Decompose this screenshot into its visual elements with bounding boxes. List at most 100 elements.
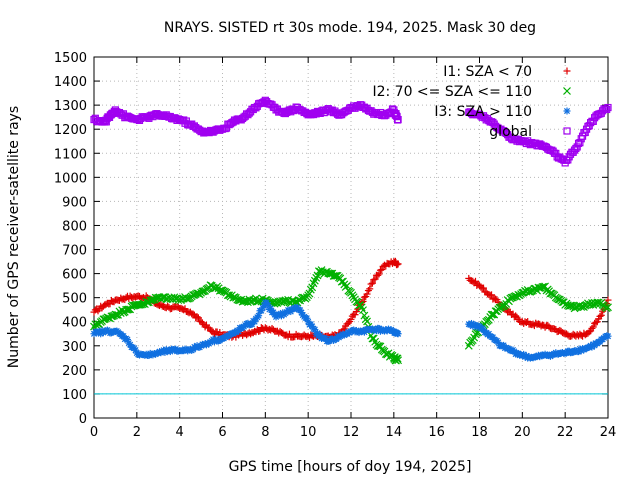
y-tick-label: 1500 <box>54 51 87 66</box>
data-point-interp <box>364 287 372 295</box>
chart-title: NRAYS. SISTED rt 30s mode. 194, 2025. Ma… <box>164 20 536 36</box>
legend-label: I3: SZA > 110 <box>434 104 532 120</box>
x-tick-label: 22 <box>557 425 574 440</box>
data-point-interp <box>599 307 607 315</box>
y-tick-label: 1400 <box>54 75 87 90</box>
x-tick-label: 6 <box>218 425 226 440</box>
y-tick-label: 100 <box>62 388 87 403</box>
legend-marker <box>563 67 571 75</box>
data-point-interp <box>193 313 201 321</box>
series-2 <box>90 266 612 365</box>
data-point-interp <box>306 285 315 294</box>
x-tick-label: 20 <box>514 425 531 440</box>
data-point-interp <box>589 323 597 331</box>
y-tick-label: 1300 <box>54 99 87 114</box>
y-tick-label: 500 <box>62 292 87 307</box>
data-point-interp <box>603 105 611 114</box>
data-point <box>394 356 403 365</box>
series-layer <box>90 96 612 365</box>
legend-marker <box>563 87 571 95</box>
y-tick-label: 0 <box>79 412 87 427</box>
data-point-interp <box>367 280 375 288</box>
data-point-interp <box>366 285 374 293</box>
data-point-interp <box>393 354 402 363</box>
x-tick-label: 10 <box>300 425 317 440</box>
data-point <box>394 260 402 268</box>
data-point <box>368 279 376 287</box>
y-tick-label: 700 <box>62 244 87 259</box>
data-point-interp <box>340 325 348 333</box>
data-point-interp <box>359 297 367 305</box>
data-point-interp <box>217 286 226 295</box>
data-point-interp <box>312 273 321 282</box>
x-tick-label: 4 <box>176 425 184 440</box>
data-point-interp <box>344 319 352 327</box>
data-point <box>325 269 334 278</box>
data-point-interp <box>592 318 600 326</box>
x-tick-label: 14 <box>386 425 403 440</box>
legend-label: I1: SZA < 70 <box>443 64 532 80</box>
x-tick-label: 2 <box>133 425 141 440</box>
data-point-interp <box>588 324 596 332</box>
data-point-interp <box>198 319 206 327</box>
x-tick-label: 0 <box>90 425 98 440</box>
legend-marker <box>563 107 571 115</box>
y-tick-label: 300 <box>62 340 87 355</box>
data-point-interp <box>331 271 339 280</box>
x-tick-label: 8 <box>261 425 269 440</box>
data-point-interp <box>378 266 386 274</box>
data-point-interp <box>313 271 322 280</box>
y-tick-label: 400 <box>62 316 87 331</box>
data-point <box>604 103 612 112</box>
data-point-interp <box>546 289 555 298</box>
series-4 <box>90 96 612 167</box>
y-tick-label: 600 <box>62 268 87 283</box>
y-tick-label: 800 <box>62 219 87 234</box>
y-axis-label: Number of GPS receiver-satellite rays <box>6 106 22 368</box>
legend: I1: SZA < 70 I2: 70 <= SZA <= 110 I3: SZA … <box>372 64 571 140</box>
x-tick-label: 12 <box>343 425 360 440</box>
data-point-interp <box>189 310 197 318</box>
legend-label: global <box>489 124 532 140</box>
data-point-interp <box>194 314 202 322</box>
data-point-interp <box>363 290 371 298</box>
data-point-interp <box>374 271 382 279</box>
data-point-interp <box>351 311 359 319</box>
data-point-interp <box>376 266 384 274</box>
data-point-interp <box>512 312 520 320</box>
data-point-interp <box>596 312 604 320</box>
data-point-interp <box>480 284 488 292</box>
y-tick-label: 1000 <box>54 171 87 186</box>
data-point-interp <box>370 276 378 284</box>
data-point <box>347 288 355 297</box>
data-point-interp <box>597 311 605 319</box>
data-point-interp <box>566 301 575 310</box>
data-point-interp <box>349 293 358 302</box>
x-axis-label: GPS time [hours of doy 194, 2025] <box>229 459 472 475</box>
data-point <box>604 332 612 340</box>
x-tick-label: 18 <box>471 425 488 440</box>
legend-label: I2: 70 <= SZA <= 110 <box>372 84 532 100</box>
data-point <box>394 115 402 124</box>
legend-marker <box>563 127 571 135</box>
data-point-interp <box>343 281 351 290</box>
data-point <box>347 315 355 323</box>
data-point <box>394 330 402 338</box>
data-point <box>604 296 612 304</box>
data-point <box>539 282 548 291</box>
y-tick-label: 1100 <box>54 147 87 162</box>
data-point <box>604 303 612 312</box>
data-point-interp <box>371 275 379 283</box>
x-tick-label: 16 <box>428 425 445 440</box>
series-3 <box>90 298 612 362</box>
plot-frame <box>93 56 609 419</box>
data-point-interp <box>375 270 383 278</box>
y-tick-label: 1200 <box>54 123 87 138</box>
data-point-interp <box>198 287 207 296</box>
y-tick-label: 900 <box>62 195 87 210</box>
axes: 0 2 4 6 8 10 12 14 16 18 20 22 240100200300400500600… <box>54 51 616 440</box>
data-point-interp <box>255 312 263 320</box>
x-tick-label: 24 <box>600 425 617 440</box>
y-tick-label: 200 <box>62 364 87 379</box>
